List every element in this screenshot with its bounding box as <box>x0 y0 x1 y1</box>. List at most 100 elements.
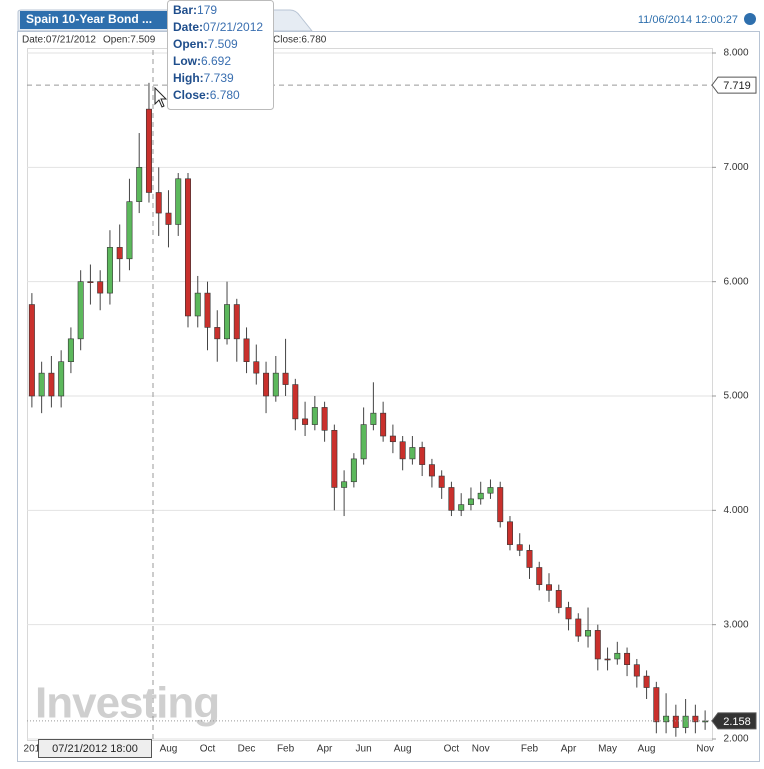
candle-body <box>272 372 279 397</box>
candle-body <box>643 675 650 688</box>
price-tag <box>711 76 757 94</box>
tooltip-label: Close: <box>173 88 210 102</box>
candle-body <box>233 304 240 340</box>
candle-body <box>663 715 670 723</box>
candle-body <box>497 487 504 523</box>
tooltip-row: Close:6.780 <box>173 88 240 102</box>
candle-body <box>428 464 435 477</box>
info-close: Close:6.780 <box>273 35 327 46</box>
candle-body <box>38 372 45 397</box>
plot-frame <box>27 48 713 741</box>
candle-body <box>185 178 191 317</box>
candle-body <box>106 247 113 294</box>
candle-body <box>155 192 162 214</box>
price-tag-label: 7.719 <box>723 80 751 92</box>
price-tag <box>711 712 757 730</box>
tooltip-value: 7.739 <box>204 71 234 85</box>
x-tick-label: Oct <box>200 744 216 755</box>
candle-body <box>214 327 221 340</box>
x-tick-label: Jun <box>356 744 372 755</box>
candle-body <box>331 429 338 488</box>
candle-body <box>438 475 445 488</box>
candle-body <box>604 658 611 661</box>
candle-body <box>67 338 74 363</box>
candle-body <box>175 178 182 225</box>
x-tick-label: Dec <box>238 744 256 755</box>
candle-body <box>87 281 94 283</box>
info-open: Open:7.509 <box>103 35 156 46</box>
candle-body <box>399 441 406 460</box>
x-tick-label: Aug <box>638 744 656 755</box>
settings-icon[interactable] <box>744 13 756 25</box>
candle-body <box>341 481 348 488</box>
candle-body <box>360 424 367 460</box>
watermark: Investing <box>35 679 219 728</box>
candle-body <box>448 487 455 511</box>
tooltip-label: Bar: <box>173 3 197 17</box>
candle-body <box>97 281 104 294</box>
candle-body <box>565 607 572 620</box>
tooltip-label: Open: <box>173 37 208 51</box>
cursor <box>154 86 168 108</box>
y-tick-label: 2.000 <box>723 734 748 745</box>
candle-body <box>370 412 377 425</box>
y-tick-label: 7.000 <box>723 162 748 173</box>
candle-body <box>555 590 562 608</box>
tooltip-value: 07/21/2012 <box>203 20 263 34</box>
candle-body <box>585 630 592 637</box>
candle-body <box>546 584 552 591</box>
x-tick-label: May <box>598 744 617 755</box>
y-tick-label: 5.000 <box>723 391 748 402</box>
candle-body <box>224 304 231 340</box>
x-tick-label: Nov <box>696 744 714 755</box>
candle-body <box>682 715 689 728</box>
candle-body <box>126 201 133 260</box>
candle-body <box>48 372 55 397</box>
timestamp: 11/06/2014 12:00:27 <box>638 14 738 26</box>
candle-body <box>487 487 494 494</box>
candle-body <box>165 212 172 225</box>
tooltip-value: 6.692 <box>201 54 231 68</box>
candle-body <box>653 687 660 723</box>
tab-title: Spain 10-Year Bond ... <box>26 12 152 26</box>
candle-body <box>409 447 416 460</box>
x-tick-label: 201 <box>24 744 41 755</box>
candle-body <box>506 521 513 545</box>
price-tag-label: 2.158 <box>723 716 751 728</box>
candle-body <box>419 447 426 465</box>
candle-body <box>380 412 387 437</box>
candle-body <box>28 304 35 397</box>
candle-body <box>672 715 679 728</box>
candle-body <box>204 292 211 328</box>
tooltip-row: High:7.739 <box>173 71 234 85</box>
candle-body <box>253 361 260 374</box>
x-tick-label: Nov <box>472 744 490 755</box>
candle-body <box>77 281 84 340</box>
candle-body <box>243 338 250 363</box>
tooltip-row: Date:07/21/2012 <box>173 20 263 34</box>
y-tick-label: 4.000 <box>723 505 748 516</box>
candle-body <box>594 630 601 660</box>
y-tick-label: 6.000 <box>723 276 748 287</box>
candle-body <box>624 652 631 665</box>
crosshair-tag <box>38 739 152 758</box>
tooltip-value: 6.780 <box>210 88 240 102</box>
tab[interactable] <box>20 11 167 29</box>
candle-body <box>467 498 474 505</box>
x-tick-label: Apr <box>317 744 333 755</box>
candle-body <box>692 715 699 723</box>
candle-body <box>145 108 152 193</box>
tooltip-label: High: <box>173 71 204 85</box>
tooltip-row: Low:6.692 <box>173 54 231 68</box>
x-tick-label: Oct <box>444 744 460 755</box>
tooltip-value: 179 <box>197 3 217 17</box>
candle-body <box>389 435 396 443</box>
candle-body <box>458 504 465 511</box>
y-tick-label: 8.000 <box>723 48 748 59</box>
candle-body <box>633 664 640 677</box>
candle-body <box>516 544 523 551</box>
candle-body <box>321 407 328 431</box>
tooltip <box>167 0 274 110</box>
